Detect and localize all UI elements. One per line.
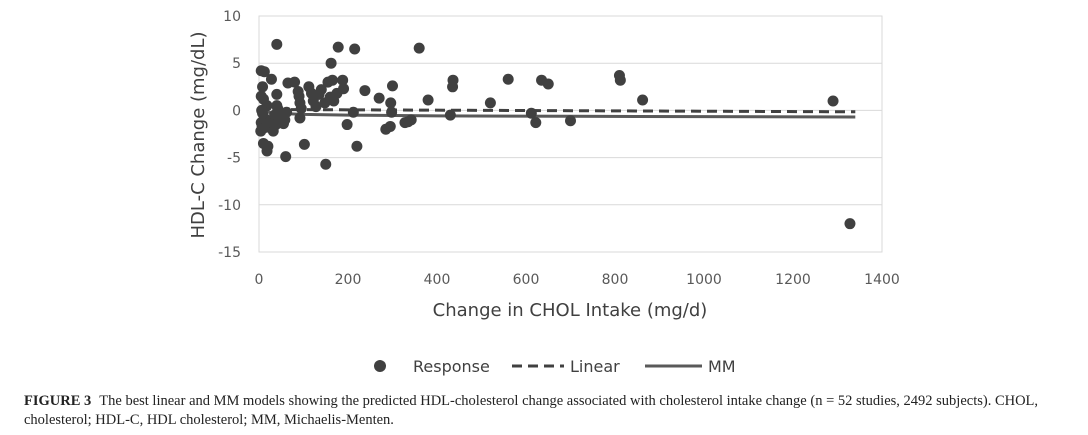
data-point — [386, 106, 398, 118]
legend-response-marker — [374, 360, 386, 372]
x-tick-label: 1400 — [864, 272, 900, 288]
data-point — [298, 138, 310, 150]
data-point — [387, 80, 398, 92]
y-axis-ticks: 10 5 0 -5 -10 -15 — [218, 9, 241, 261]
caption-text: The best linear and MM models showing th… — [24, 393, 1039, 428]
data-point — [405, 114, 417, 126]
figure-caption: FIGURE 3 The best linear and MM models sh… — [24, 392, 1084, 430]
y-tick-label: 0 — [232, 103, 241, 119]
x-tick-label: 200 — [335, 272, 362, 288]
data-point — [338, 83, 350, 95]
data-point — [502, 73, 514, 85]
data-point — [413, 42, 425, 54]
data-point — [294, 112, 306, 124]
y-axis-title: HDL-C Change (mg/dL) — [188, 31, 209, 238]
data-point — [332, 41, 344, 53]
data-point — [542, 78, 554, 90]
data-point — [385, 97, 397, 109]
y-tick-label: 5 — [232, 56, 241, 72]
data-point — [351, 140, 363, 152]
y-tick-label: 10 — [223, 9, 241, 25]
data-point — [280, 151, 292, 163]
data-point — [349, 43, 361, 55]
data-point — [320, 158, 332, 170]
data-point — [447, 74, 459, 86]
data-point — [262, 140, 274, 152]
data-point — [257, 81, 269, 93]
data-point — [271, 88, 283, 100]
legend-linear-label: Linear — [570, 357, 620, 376]
data-point — [295, 103, 307, 115]
data-point — [614, 74, 626, 86]
y-tick-label: -15 — [218, 245, 241, 261]
data-point — [325, 57, 337, 69]
data-point — [565, 115, 576, 127]
data-point — [271, 38, 283, 50]
x-tick-label: 1200 — [775, 272, 811, 288]
scatter-chart: 0 200 400 600 800 1000 1200 1400 10 5 0 -5 -10 -15 C… — [188, 9, 900, 376]
data-point — [310, 101, 322, 113]
data-point — [326, 74, 338, 86]
data-point — [337, 74, 349, 86]
data-point — [484, 97, 496, 109]
y-tick-label: -10 — [218, 198, 241, 214]
data-point — [347, 106, 359, 118]
data-point — [373, 92, 385, 104]
figure-label: FIGURE 3 — [24, 393, 92, 409]
data-point — [258, 66, 270, 78]
data-point — [265, 73, 277, 85]
data-point — [359, 85, 371, 97]
data-point — [525, 107, 537, 119]
x-tick-label: 600 — [513, 272, 540, 288]
legend: Response Linear MM — [374, 357, 736, 376]
data-point — [827, 95, 839, 107]
data-point — [341, 119, 353, 131]
linear-fit-line — [258, 108, 856, 114]
data-point — [444, 109, 456, 121]
data-point — [289, 76, 301, 88]
legend-response-label: Response — [413, 357, 490, 376]
data-point — [422, 94, 434, 106]
x-tick-label: 0 — [255, 272, 264, 288]
x-axis-title: Change in CHOL Intake (mg/d) — [433, 300, 708, 321]
data-point — [637, 94, 649, 106]
response-points — [255, 38, 856, 230]
x-tick-label: 400 — [424, 272, 451, 288]
data-point — [384, 120, 396, 132]
data-point — [530, 117, 542, 129]
y-tick-label: -5 — [227, 151, 241, 167]
x-tick-label: 1000 — [686, 272, 722, 288]
data-point — [315, 84, 327, 96]
data-point — [844, 218, 856, 230]
data-point — [281, 106, 293, 118]
legend-mm-label: MM — [708, 357, 736, 376]
data-point — [272, 103, 284, 115]
x-axis-ticks: 0 200 400 600 800 1000 1200 1400 — [255, 272, 900, 288]
x-tick-label: 800 — [602, 272, 629, 288]
